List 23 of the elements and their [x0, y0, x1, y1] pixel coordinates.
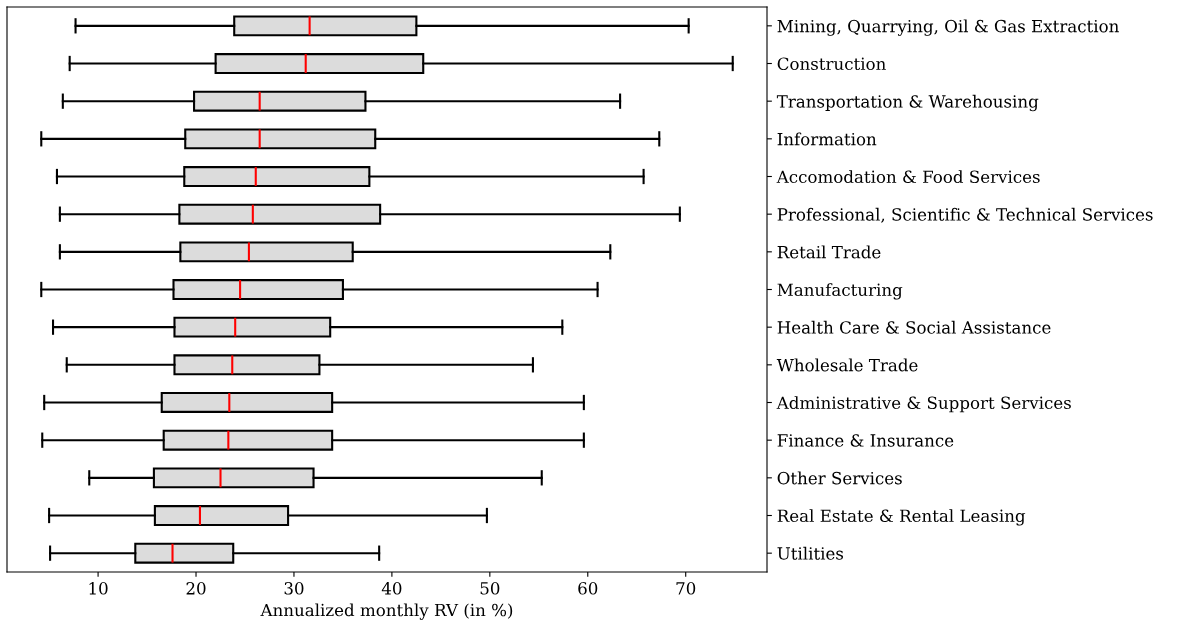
y-tick-label: Accomodation & Food Services: [776, 170, 1040, 184]
y-tick-label: Health Care & Social Assistance: [777, 320, 1051, 334]
x-tick-label: 50: [480, 582, 500, 595]
x-axis-title: Annualized monthly RV (in %): [260, 603, 513, 620]
y-tick-label: Manufacturing: [777, 283, 903, 300]
y-tick-label: Finance & Insurance: [777, 434, 954, 447]
y-tick-label: Wholesale Trade: [776, 358, 918, 372]
y-tick-label: Transportation & Warehousing: [776, 94, 1039, 112]
y-tick-label: Administrative & Support Services: [776, 396, 1071, 413]
y-tick-label: Construction: [777, 57, 886, 71]
y-tick-label: Other Services: [777, 471, 902, 485]
y-tick-label: Information: [777, 132, 877, 146]
y-tick-label: Mining, Quarrying, Oil & Gas Extraction: [777, 19, 1119, 36]
x-tick-label: 40: [381, 582, 402, 595]
x-tick-label: 10: [89, 582, 108, 595]
x-tick-label: 60: [578, 582, 598, 595]
y-tick-label: Real Estate & Rental Leasing: [777, 509, 1026, 526]
y-tick-label: Utilities: [777, 546, 844, 560]
x-tick-label: 70: [676, 582, 696, 595]
y-tick-label: Retail Trade: [777, 245, 881, 259]
y-tick-label: Professional, Scientific & Technical Services: [777, 207, 1153, 223]
x-tick-label: 30: [284, 582, 304, 595]
x-tick-label: 20: [186, 582, 206, 595]
